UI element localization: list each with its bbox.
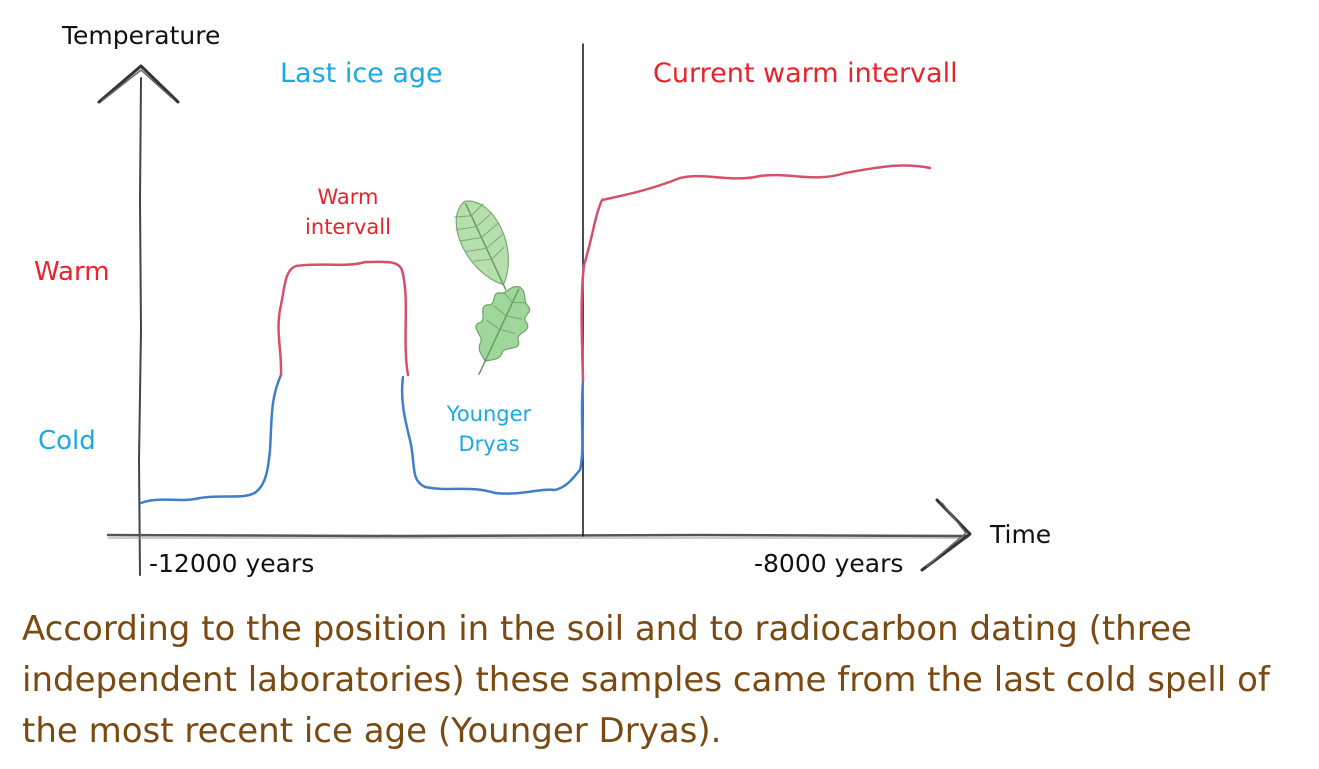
tick-label-end: -8000 years	[754, 549, 904, 578]
era-label-current-warm: Current warm intervall	[653, 58, 958, 89]
warm-curve-interval	[277, 260, 410, 377]
younger-dryas-label-line1: Younger	[446, 402, 532, 426]
level-warm-label: Warm	[34, 257, 110, 287]
younger-dryas-label-line2: Dryas	[458, 432, 520, 456]
y-axis-line	[138, 77, 142, 576]
oak-leaf-icon	[475, 285, 531, 376]
leaf-icon	[454, 200, 509, 291]
x-axis-label: Time	[990, 520, 1052, 549]
younger-dryas-label: Younger Dryas	[434, 399, 544, 459]
x-axis-line	[106, 533, 970, 538]
warm-interval-label: Warm intervall	[292, 182, 404, 242]
era-label-last-ice-age: Last ice age	[280, 58, 443, 89]
y-axis-arrow-icon	[97, 64, 180, 104]
y-axis-label: Temperature	[62, 21, 221, 50]
warm-curve-current	[580, 164, 932, 382]
level-cold-label: Cold	[38, 426, 96, 456]
warm-interval-label-line1: Warm	[317, 185, 379, 209]
tick-label-start: -12000 years	[149, 549, 315, 578]
cold-curve-dryas	[400, 375, 585, 495]
caption-text: According to the position in the soil an…	[22, 609, 1270, 751]
cold-curve-start	[139, 373, 283, 505]
warm-interval-label-line2: intervall	[305, 215, 391, 239]
